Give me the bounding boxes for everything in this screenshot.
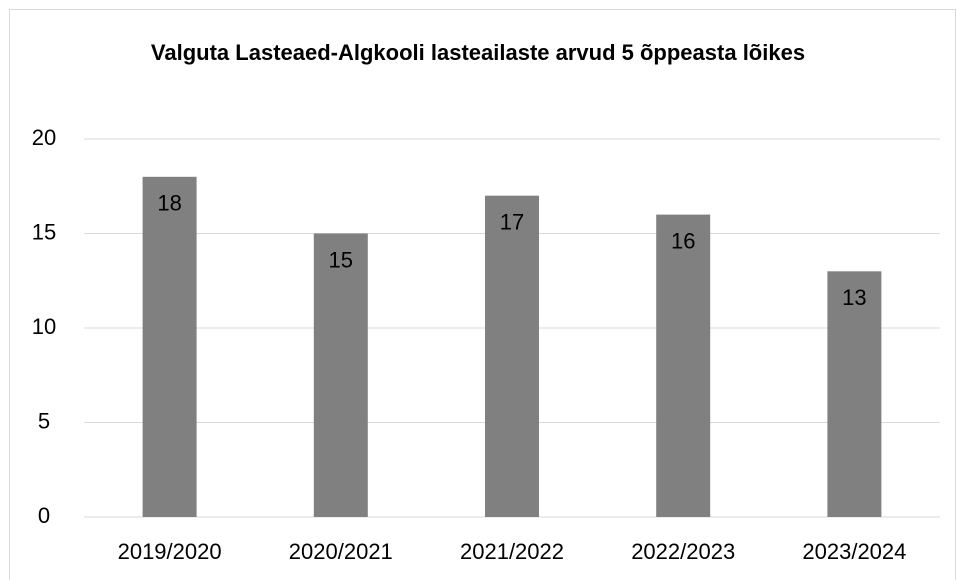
chart-border — [9, 9, 956, 580]
data-label: 15 — [329, 247, 353, 272]
bar — [827, 271, 882, 517]
data-label: 17 — [500, 210, 524, 235]
y-tick-label: 0 — [38, 503, 50, 528]
y-tick-label: 15 — [32, 219, 56, 244]
bar — [485, 195, 539, 517]
x-tick-label: 2019/2020 — [118, 539, 222, 564]
data-label: 13 — [842, 285, 866, 310]
data-label: 18 — [157, 191, 181, 216]
bar — [656, 214, 711, 517]
y-tick-label: 5 — [38, 408, 50, 433]
y-tick-label: 20 — [32, 125, 56, 150]
x-tick-label: 2020/2021 — [289, 539, 393, 564]
bar — [142, 176, 197, 518]
x-tick-label: 2021/2022 — [460, 539, 564, 564]
bar — [313, 233, 368, 517]
x-tick-label: 2023/2024 — [802, 539, 906, 564]
chart-title: Valguta Lasteaed-Algkooli lasteailaste a… — [150, 40, 806, 65]
x-tick-label: 2022/2023 — [631, 539, 735, 564]
data-label: 16 — [671, 228, 695, 253]
y-tick-label: 10 — [32, 314, 56, 339]
